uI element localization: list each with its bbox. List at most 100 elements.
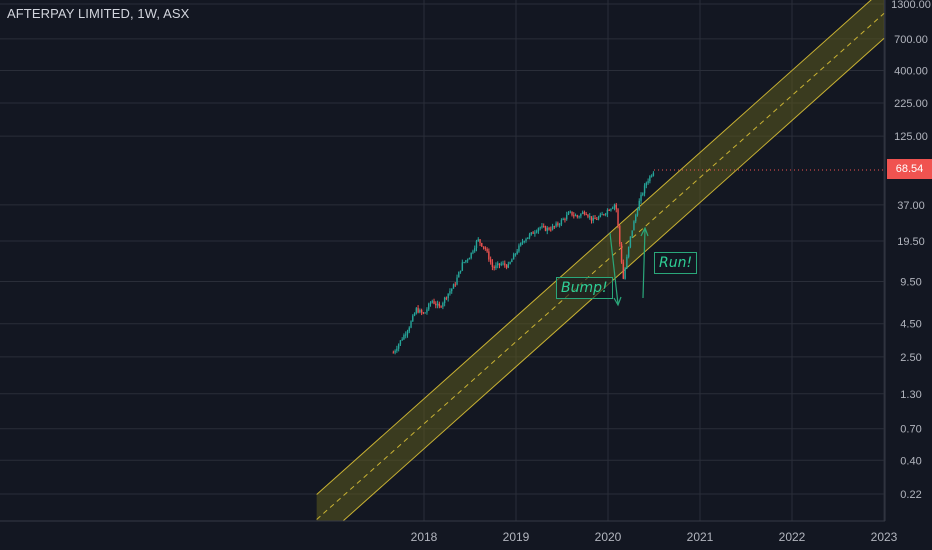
candle — [461, 259, 464, 272]
candle — [543, 223, 545, 228]
candle — [433, 298, 435, 305]
candle — [456, 274, 458, 286]
candle — [647, 178, 649, 185]
candle — [652, 171, 655, 177]
x-tick-label: 2023 — [871, 530, 898, 544]
y-tick-label: 9.50 — [900, 277, 921, 289]
candle — [521, 238, 524, 245]
candle — [442, 301, 444, 310]
candle — [613, 203, 616, 211]
price-axis[interactable]: 0.22 0.40 0.70 1.30 2.50 4.50 9.50 19.50 37.00 12… — [884, 0, 931, 521]
y-tick-label: 37.00 — [897, 200, 925, 212]
candle — [541, 222, 543, 229]
candle — [576, 214, 579, 219]
candle — [564, 217, 566, 223]
candle — [403, 333, 405, 340]
candle — [488, 248, 490, 262]
channel-upper-line — [316, 0, 872, 495]
candle — [452, 283, 455, 289]
candle — [571, 211, 573, 217]
candle — [426, 307, 428, 315]
candle — [622, 259, 625, 280]
candle — [592, 215, 594, 224]
candle — [420, 308, 423, 316]
annotation-run: Run! — [654, 252, 698, 274]
candle — [451, 288, 453, 294]
candle — [505, 264, 508, 270]
candle — [597, 215, 600, 221]
candle — [520, 242, 522, 247]
candle — [525, 237, 527, 243]
candle — [479, 239, 481, 247]
candle — [523, 240, 525, 244]
y-tick-label: 0.70 — [900, 424, 921, 436]
candle — [546, 226, 548, 235]
candle — [489, 256, 492, 265]
candle — [474, 245, 476, 253]
candle — [435, 301, 437, 309]
candle — [608, 208, 610, 211]
candle — [562, 217, 564, 221]
candle — [482, 246, 485, 250]
candle — [431, 299, 433, 304]
candle — [560, 218, 563, 227]
candle — [512, 252, 515, 260]
candle — [643, 183, 646, 197]
candle — [466, 258, 469, 263]
candle — [626, 254, 628, 270]
y-tick-label: 700.00 — [894, 34, 928, 46]
y-tick-label: 1.30 — [900, 389, 921, 401]
y-tick-label: 0.40 — [900, 455, 921, 467]
y-tick-label: 19.50 — [897, 236, 925, 248]
candle — [459, 270, 462, 274]
x-tick-label: 2019 — [503, 530, 530, 544]
candle — [406, 329, 409, 338]
candle — [574, 213, 577, 217]
candle — [454, 282, 456, 287]
candle — [548, 226, 550, 231]
candle — [612, 206, 614, 210]
run-arrow — [640, 226, 649, 299]
candle — [500, 261, 502, 267]
candle — [419, 308, 421, 314]
candle — [566, 211, 568, 221]
candle — [472, 249, 474, 255]
candle — [428, 302, 430, 311]
candle — [412, 314, 414, 323]
candle — [629, 236, 632, 249]
candle — [583, 210, 586, 216]
candle — [481, 242, 483, 248]
candle — [518, 243, 520, 253]
candle — [408, 326, 410, 334]
candle — [620, 241, 623, 264]
candle — [417, 305, 419, 314]
annotation-bump: Bump! — [556, 277, 613, 299]
x-tick-label: 2021 — [687, 530, 714, 544]
time-axis[interactable]: 2018 2019 2020 2021 2022 2023 — [0, 520, 898, 544]
candle — [645, 181, 648, 189]
candle — [580, 213, 582, 219]
symbol-title: AFTERPAY LIMITED, 1W, ASX — [7, 6, 190, 21]
candle — [642, 192, 644, 197]
y-tick-label: 2.50 — [900, 352, 921, 364]
candle — [410, 320, 412, 329]
candle — [514, 253, 517, 257]
y-tick-label: 4.50 — [900, 319, 921, 331]
candle — [511, 258, 513, 263]
candle — [528, 232, 531, 240]
x-tick-label: 2018 — [411, 530, 438, 544]
candle — [470, 252, 472, 260]
candle — [509, 261, 511, 265]
candle — [553, 225, 556, 230]
candle — [534, 230, 536, 237]
candle — [555, 221, 557, 228]
candle — [493, 265, 495, 271]
candle — [650, 174, 653, 178]
candle — [396, 345, 398, 353]
candle — [627, 246, 630, 259]
candle — [465, 259, 467, 264]
candle — [484, 246, 487, 251]
candle — [573, 212, 575, 219]
candle — [551, 223, 554, 231]
